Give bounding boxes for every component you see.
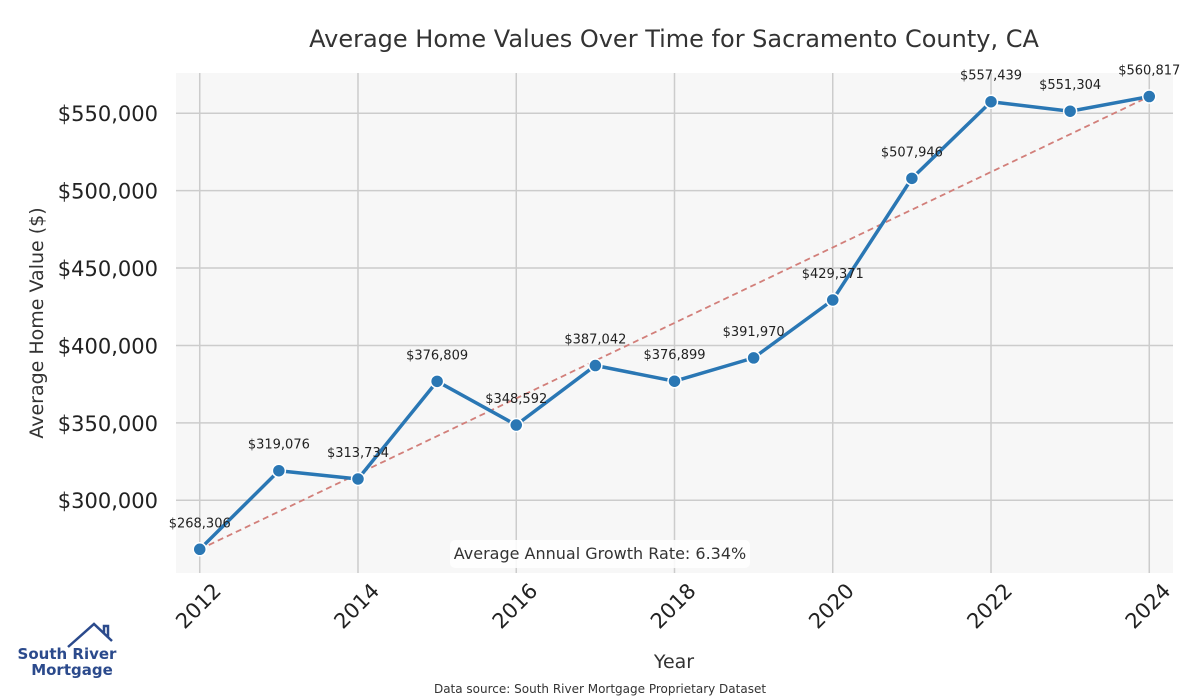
y-tick-label: $300,000 [58,489,158,513]
data-label-2014: $313,734 [327,446,389,461]
data-point-2018 [667,373,682,389]
x-tick-label: 2022 [962,579,1017,634]
data-label-2012: $268,306 [169,516,231,531]
house-roof-icon [67,622,113,648]
y-tick-label: $450,000 [58,257,158,281]
data-points [192,89,1157,557]
logo: South River Mortgage [18,622,118,679]
data-point-2021 [904,171,920,186]
y-tick-label: $400,000 [58,334,158,358]
y-tick-label: $350,000 [58,412,158,436]
data-label-2020: $429,371 [802,267,864,282]
data-point-2022 [983,94,999,109]
data-label-2013: $319,076 [248,438,310,453]
logo-line2: Mortgage [31,661,113,679]
data-label-2021: $507,946 [881,145,943,160]
data-point-2015 [429,374,445,389]
data-point-2019 [746,350,761,366]
data-label-2018: $376,899 [643,348,705,363]
y-tick-label: $500,000 [58,180,158,204]
data-label-2016: $348,592 [485,392,547,407]
x-tick-label: 2014 [329,579,384,634]
x-tick-label: 2020 [804,579,859,634]
x-tick-label: 2016 [488,579,543,634]
data-point-2017 [588,358,603,373]
data-point-2020 [825,292,841,308]
y-axis-ticks: $300,000 $350,000 $400,000 $450,000 $500,000… [58,102,158,513]
y-tick-label: $550,000 [58,102,158,126]
data-labels: $268,306 $319,076 $313,734 $376,809 $348,592… [169,64,1181,532]
growth-rate-annotation: Average Annual Growth Rate: 6.34% [454,544,746,563]
data-label-2023: $551,304 [1039,78,1101,93]
growth-rate-box [450,540,750,568]
data-point-2016 [508,417,524,433]
data-point-2012 [192,542,207,557]
data-point-2014 [350,471,366,487]
data-label-2019: $391,970 [723,325,785,340]
data-label-2017: $387,042 [564,333,626,348]
data-point-2023 [1062,103,1078,119]
x-axis-ticks: 2012 2014 2016 2018 2020 2022 2024 [171,579,1175,634]
x-axis-label: Year [653,651,694,673]
logo-line1: South River [18,645,118,663]
data-label-2022: $557,439 [960,69,1022,84]
x-tick-label: 2024 [1121,579,1176,634]
data-source: Data source: South River Mortgage Propri… [434,682,766,696]
x-tick-label: 2018 [646,579,701,634]
data-point-2024 [1142,89,1157,104]
data-label-2015: $376,809 [406,348,468,363]
chart-title: Average Home Values Over Time for Sacram… [309,25,1039,53]
x-tick-label: 2012 [171,579,226,634]
y-axis-label: Average Home Value ($) [26,207,48,438]
data-label-2024: $560,817 [1118,64,1180,79]
data-point-2013 [271,463,287,478]
